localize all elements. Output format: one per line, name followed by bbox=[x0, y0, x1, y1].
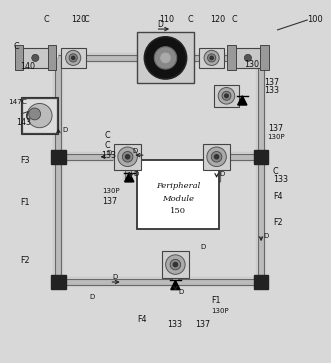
Bar bbox=[203, 144, 230, 170]
Circle shape bbox=[218, 87, 235, 104]
Text: F4: F4 bbox=[137, 315, 146, 324]
Circle shape bbox=[69, 54, 77, 62]
Text: F4: F4 bbox=[273, 192, 282, 201]
Circle shape bbox=[161, 53, 170, 62]
Text: C: C bbox=[44, 16, 49, 24]
Circle shape bbox=[170, 259, 181, 270]
Circle shape bbox=[214, 155, 219, 159]
Circle shape bbox=[222, 91, 231, 100]
Text: C: C bbox=[231, 16, 237, 24]
Circle shape bbox=[32, 54, 39, 61]
Bar bbox=[18, 48, 53, 68]
Text: 133: 133 bbox=[273, 175, 288, 184]
Circle shape bbox=[207, 147, 226, 167]
Text: C: C bbox=[83, 16, 89, 24]
Text: F2: F2 bbox=[273, 218, 283, 227]
Text: Module: Module bbox=[162, 195, 194, 203]
Text: F1: F1 bbox=[20, 199, 29, 207]
Text: 140: 140 bbox=[21, 62, 35, 71]
Text: C: C bbox=[188, 16, 194, 24]
Text: D: D bbox=[178, 289, 183, 295]
Bar bbox=[162, 252, 189, 278]
Bar bbox=[254, 150, 268, 164]
Text: 137: 137 bbox=[264, 78, 279, 87]
Circle shape bbox=[173, 262, 177, 267]
Circle shape bbox=[210, 56, 213, 60]
Text: C: C bbox=[14, 42, 20, 51]
Bar bbox=[260, 45, 268, 70]
Text: C: C bbox=[105, 141, 110, 150]
Ellipse shape bbox=[27, 103, 52, 128]
Text: D: D bbox=[200, 244, 205, 250]
Text: 137: 137 bbox=[268, 124, 283, 133]
Bar bbox=[137, 32, 194, 83]
Text: 150: 150 bbox=[170, 207, 186, 215]
Text: 130P: 130P bbox=[211, 308, 229, 314]
Circle shape bbox=[244, 54, 252, 61]
Bar bbox=[137, 160, 219, 229]
Circle shape bbox=[208, 54, 216, 62]
Text: D: D bbox=[62, 127, 68, 134]
Circle shape bbox=[144, 37, 187, 79]
Polygon shape bbox=[238, 96, 247, 105]
Text: 133: 133 bbox=[167, 321, 182, 329]
Text: 130P: 130P bbox=[102, 188, 120, 195]
Text: 133: 133 bbox=[101, 151, 116, 160]
Circle shape bbox=[122, 151, 133, 162]
Bar bbox=[48, 45, 56, 70]
Polygon shape bbox=[125, 172, 134, 182]
Text: 143: 143 bbox=[17, 118, 31, 127]
Bar bbox=[61, 48, 86, 68]
Circle shape bbox=[125, 155, 130, 159]
Text: 147C: 147C bbox=[8, 99, 27, 105]
Text: D: D bbox=[133, 171, 139, 177]
Text: 120: 120 bbox=[210, 16, 225, 24]
Bar bbox=[227, 45, 236, 70]
Text: 137: 137 bbox=[102, 197, 118, 206]
Bar bbox=[199, 48, 224, 68]
Text: C: C bbox=[105, 131, 110, 140]
Text: F2: F2 bbox=[20, 256, 29, 265]
Text: D: D bbox=[219, 171, 224, 177]
Bar bbox=[21, 97, 58, 134]
Circle shape bbox=[154, 47, 177, 69]
Text: C: C bbox=[273, 167, 279, 176]
Text: Peripheral: Peripheral bbox=[156, 182, 200, 190]
Text: 130: 130 bbox=[245, 60, 260, 69]
Text: 110: 110 bbox=[159, 16, 174, 24]
Circle shape bbox=[71, 56, 75, 60]
Text: D: D bbox=[113, 274, 118, 280]
Text: D: D bbox=[132, 148, 138, 154]
Bar bbox=[254, 275, 268, 289]
Circle shape bbox=[225, 94, 228, 98]
Bar bbox=[51, 275, 66, 289]
Circle shape bbox=[66, 50, 81, 65]
Text: D: D bbox=[89, 294, 94, 300]
Text: D: D bbox=[157, 20, 163, 29]
Text: D: D bbox=[264, 233, 269, 239]
Bar bbox=[231, 48, 265, 68]
Circle shape bbox=[118, 147, 137, 167]
Bar bbox=[214, 85, 239, 107]
Text: 133: 133 bbox=[264, 86, 279, 95]
Text: 130P: 130P bbox=[268, 134, 285, 140]
Bar bbox=[51, 150, 66, 164]
Circle shape bbox=[204, 50, 219, 65]
Bar bbox=[22, 98, 57, 133]
Text: 137: 137 bbox=[195, 321, 210, 329]
Text: 100: 100 bbox=[307, 16, 323, 24]
Text: F3: F3 bbox=[20, 156, 29, 164]
Bar bbox=[15, 45, 23, 70]
Bar bbox=[114, 144, 141, 170]
Circle shape bbox=[211, 151, 222, 162]
Text: 120: 120 bbox=[71, 16, 87, 24]
Circle shape bbox=[29, 108, 41, 120]
Circle shape bbox=[166, 255, 185, 274]
Text: D: D bbox=[106, 150, 112, 156]
Polygon shape bbox=[171, 280, 180, 290]
Text: F1: F1 bbox=[211, 295, 220, 305]
